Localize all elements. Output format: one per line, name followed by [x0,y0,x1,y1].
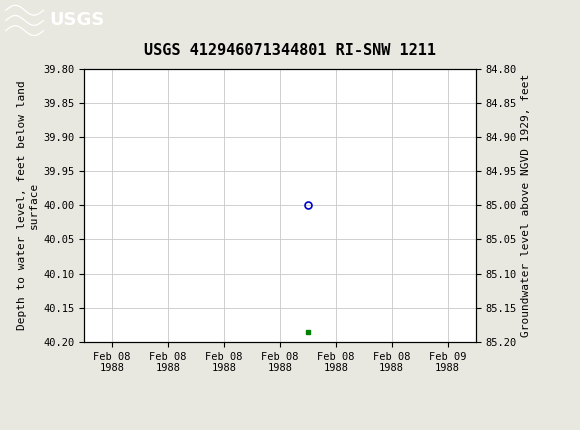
Y-axis label: Depth to water level, feet below land
surface: Depth to water level, feet below land su… [17,80,39,330]
Text: USGS 412946071344801 RI-SNW 1211: USGS 412946071344801 RI-SNW 1211 [144,43,436,58]
Text: USGS: USGS [49,12,104,29]
Y-axis label: Groundwater level above NGVD 1929, feet: Groundwater level above NGVD 1929, feet [521,74,531,337]
